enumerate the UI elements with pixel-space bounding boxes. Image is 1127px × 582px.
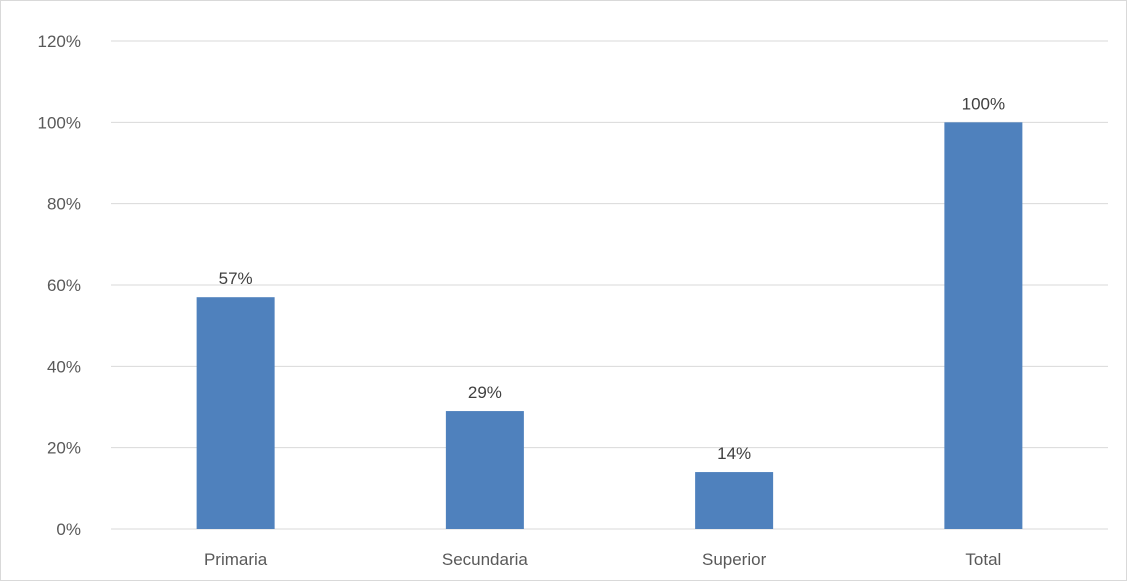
y-axis-tick-labels: 0% 20% 40% 60% 80% 100% 120% [38,32,81,539]
data-labels: 57% 29% 14% 100% [219,94,1006,463]
bars [196,122,1023,529]
gridlines [111,40,1108,530]
x-tick-label: Total [965,550,1001,569]
data-label: 29% [468,383,502,402]
data-label: 14% [717,444,751,463]
x-tick-label: Secundaria [442,550,529,569]
bar-secundaria [445,411,524,529]
y-tick-label: 60% [47,276,81,295]
y-tick-label: 100% [38,113,81,132]
bar-primaria [196,297,275,529]
bar-superior [695,472,774,529]
data-label: 57% [219,269,253,288]
data-label: 100% [962,94,1005,113]
bar-total [944,122,1023,529]
x-tick-label: Superior [702,550,767,569]
y-tick-label: 120% [38,32,81,51]
x-axis-tick-labels: Primaria Secundaria Superior Total [204,550,1001,569]
y-tick-label: 80% [47,195,81,214]
x-tick-label: Primaria [204,550,268,569]
y-tick-label: 20% [47,439,81,458]
y-tick-label: 40% [47,357,81,376]
y-tick-label: 0% [56,520,81,539]
